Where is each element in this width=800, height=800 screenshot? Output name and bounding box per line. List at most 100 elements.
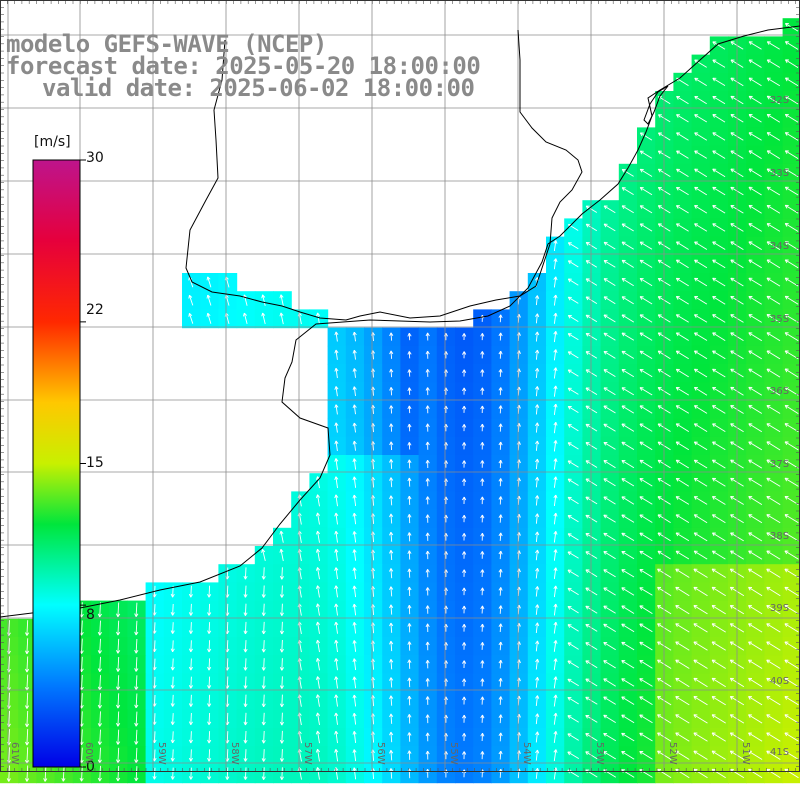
wind-arrow [134, 602, 139, 617]
wind-arrow [675, 405, 690, 414]
lat-label: 35S [770, 314, 790, 325]
wind-arrow [480, 678, 485, 687]
wind-arrow [766, 568, 781, 578]
wind-arrow [480, 405, 485, 414]
wind-arrow [784, 732, 799, 742]
wind-arrow [425, 514, 430, 523]
wind-arrow [784, 477, 799, 487]
wind-arrow [498, 550, 503, 560]
wind-arrow [480, 423, 485, 432]
wind-arrow [535, 368, 540, 378]
wind-arrow [188, 749, 193, 762]
wind-arrow [585, 205, 598, 213]
wind-arrow [675, 659, 690, 669]
wind-arrow [279, 585, 284, 598]
wind-arrow [748, 386, 763, 396]
wind-arrow [134, 766, 139, 782]
wind-arrow [315, 603, 321, 616]
wind-arrow [694, 350, 708, 360]
wind-arrow [603, 514, 616, 523]
wind-arrow [480, 387, 485, 395]
wind-arrow [389, 332, 394, 341]
wind-arrow [639, 514, 653, 523]
wind-arrow [693, 659, 708, 669]
wind-arrow [585, 605, 598, 614]
wind-arrow [675, 732, 690, 742]
wind-arrow [766, 113, 781, 123]
wind-arrow [115, 656, 121, 672]
wind-arrow [676, 95, 689, 105]
wind-arrow [603, 587, 616, 596]
wind-arrow [784, 168, 799, 178]
wind-arrow [766, 368, 781, 378]
wind-arrow [334, 349, 339, 360]
wind-arrow [115, 620, 121, 636]
wind-arrow [784, 677, 799, 688]
wind-arrow [621, 750, 635, 760]
wind-arrow [498, 678, 503, 687]
wind-arrow [748, 532, 763, 542]
wind-arrow [425, 387, 430, 396]
lon-label: 51W [740, 742, 751, 765]
wind-arrow [462, 678, 467, 687]
wind-arrow [585, 460, 598, 468]
wind-arrow [315, 567, 321, 580]
wind-arrow [6, 765, 11, 782]
model-title: modelo GEFS-WAVE (NCEP) [6, 30, 327, 58]
wind-arrow [553, 621, 558, 634]
wind-arrow [261, 294, 266, 306]
wind-arrow [498, 514, 503, 523]
wind-arrow [567, 733, 579, 741]
wind-arrow [462, 551, 467, 559]
wind-arrow [603, 732, 617, 742]
wind-arrow [621, 259, 634, 268]
wind-arrow [603, 696, 616, 705]
wind-arrow [603, 332, 616, 341]
wind-arrow [407, 369, 412, 377]
wind-arrow [711, 641, 726, 651]
wind-arrow [498, 459, 503, 469]
wind-speed-cell [782, 72, 800, 92]
wind-arrow [279, 603, 284, 616]
wind-arrow [712, 514, 726, 524]
wind-arrow [766, 132, 781, 141]
wind-arrow [675, 332, 689, 341]
wind-arrow [603, 496, 616, 505]
wind-arrow [261, 767, 266, 780]
wind-arrow [585, 623, 598, 632]
wind-arrow [334, 567, 339, 580]
wind-arrow [553, 240, 558, 252]
wind-arrow [553, 531, 558, 543]
wind-arrow [315, 712, 321, 725]
wind-arrow [407, 332, 412, 341]
wind-arrow [748, 750, 763, 760]
wind-arrow [352, 512, 357, 525]
wind-arrow [766, 514, 781, 524]
lagoon-outline [643, 85, 669, 125]
wind-arrow [585, 423, 598, 432]
wind-arrow [766, 605, 781, 615]
lat-label: 33S [770, 168, 790, 179]
wind-arrow [462, 424, 467, 432]
wind-arrow [480, 751, 485, 760]
wind-arrow [694, 259, 708, 269]
wind-arrow [462, 587, 467, 596]
wind-arrow [694, 296, 708, 305]
wind-arrow [693, 623, 708, 633]
wind-arrow [315, 676, 321, 689]
wind-arrow [188, 294, 194, 306]
wind-arrow [712, 259, 726, 269]
wind-arrow [766, 241, 781, 250]
wind-arrow [334, 621, 339, 634]
wind-arrow [334, 512, 339, 525]
wind-arrow [693, 641, 708, 651]
wind-arrow [621, 223, 634, 232]
wind-arrow [567, 605, 579, 614]
wind-arrow [480, 460, 485, 468]
wind-arrow [407, 604, 412, 615]
wind-arrow [243, 730, 248, 744]
wind-arrow [389, 495, 394, 506]
wind-arrow [621, 514, 635, 523]
wind-arrow [766, 441, 781, 451]
wind-arrow [693, 423, 708, 432]
